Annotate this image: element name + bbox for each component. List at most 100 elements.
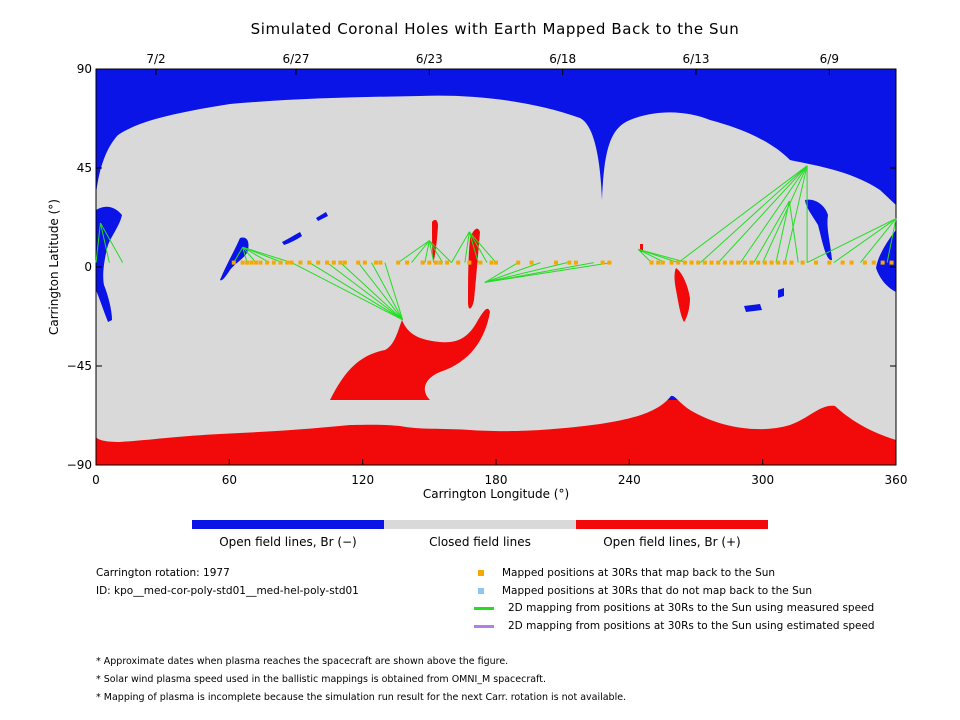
negative-coronal-hole-325 — [805, 199, 832, 261]
mapped-point — [271, 260, 276, 265]
field-line-layer — [95, 165, 897, 321]
date-tick-label: 6/27 — [283, 52, 310, 66]
mapped-point — [769, 260, 774, 265]
y-tick-label: 90 — [77, 62, 92, 76]
polarity-colorbar — [192, 520, 768, 529]
measured-line-icon — [474, 606, 494, 610]
mapped-point — [871, 260, 876, 265]
unmapped-square-icon — [478, 588, 484, 594]
field-line — [99, 222, 110, 263]
x-tick-label: 60 — [222, 473, 237, 487]
positive-coronal-hole-265 — [674, 268, 690, 322]
note-incomplete: * Mapping of plasma is incomplete becaus… — [96, 692, 627, 703]
mapped-point — [689, 260, 694, 265]
field-line — [464, 231, 470, 263]
mapped-point — [289, 260, 294, 265]
mapped-point — [231, 260, 236, 265]
mapped-point — [814, 260, 818, 265]
field-line — [468, 231, 479, 263]
field-line — [233, 246, 244, 263]
mapped-point — [378, 260, 383, 265]
colorbar-label-positive: Open field lines, Br (+) — [603, 535, 741, 549]
x-tick-label: 240 — [618, 473, 641, 487]
field-line — [484, 262, 612, 283]
mapped-point — [716, 260, 721, 265]
positive-coronal-hole-south — [330, 308, 490, 400]
mapped-point — [307, 260, 312, 265]
field-line — [833, 218, 897, 264]
mapped-point — [420, 260, 425, 265]
mapped-point — [265, 260, 270, 265]
x-tick-label: 360 — [885, 473, 908, 487]
mapped-point — [600, 260, 605, 265]
negative-coronal-hole-60 — [220, 237, 249, 281]
field-line — [357, 262, 404, 321]
mapped-point — [849, 260, 854, 265]
legend-estimated: 2D mapping from positions at 30Rs to the… — [474, 620, 875, 632]
x-tick-label: 0 — [92, 473, 100, 487]
field-line — [95, 222, 101, 263]
mapped-point — [722, 260, 727, 265]
mapped-point — [325, 260, 330, 265]
mapped-point — [554, 260, 558, 265]
mapped-point — [776, 260, 781, 265]
field-line — [242, 247, 248, 263]
field-line — [484, 262, 541, 283]
positive-coronal-hole-narrow — [468, 228, 480, 309]
field-line — [637, 249, 652, 263]
field-line — [100, 222, 124, 263]
mapped-point — [789, 260, 794, 265]
legend-measured-label: 2D mapping from positions at 30Rs to the… — [508, 602, 875, 614]
y-tick-label: 0 — [84, 260, 92, 274]
negative-coronal-hole-107 — [316, 212, 328, 221]
negative-coronal-hole-300 — [744, 288, 784, 312]
mapped-point — [240, 260, 245, 265]
field-line — [638, 248, 666, 264]
positive-coronal-hole-thin — [432, 219, 438, 260]
mapped-point — [254, 260, 258, 265]
x-tick-label: 180 — [485, 473, 508, 487]
field-line — [886, 218, 897, 263]
date-tick-label: 7/2 — [146, 52, 165, 66]
mapped-point — [889, 260, 894, 265]
mapped-point — [278, 260, 283, 265]
date-tick-label: 6/23 — [416, 52, 443, 66]
colorbar-label-negative: Open field lines, Br (−) — [219, 535, 357, 549]
field-line — [484, 262, 568, 283]
x-axis-label: Carrington Longitude (°) — [423, 487, 569, 501]
field-line — [326, 262, 403, 321]
field-line — [860, 218, 897, 263]
mapped-point — [742, 260, 747, 265]
date-tick-label: 6/13 — [683, 52, 710, 66]
mapped-point — [696, 260, 701, 265]
mapped-point — [669, 260, 674, 265]
field-line — [397, 240, 430, 264]
negative-coronal-hole-west — [96, 206, 122, 322]
mapped-point — [396, 260, 401, 265]
mapped-point — [574, 260, 578, 265]
mapped-point — [467, 260, 472, 265]
field-line — [717, 165, 808, 263]
mapped-point — [729, 260, 734, 265]
field-line — [762, 165, 808, 263]
mapped-point — [840, 260, 845, 265]
mapped-point — [356, 260, 361, 265]
mapped-point — [434, 260, 438, 265]
date-tick-label: 6/18 — [549, 52, 576, 66]
mapped-point — [331, 260, 336, 265]
mapped-points-layer — [231, 260, 894, 265]
legend-measured: 2D mapping from positions at 30Rs to the… — [474, 602, 874, 614]
colorbar-closed — [384, 520, 576, 529]
legend-estimated-label: 2D mapping from positions at 30Rs to the… — [508, 620, 875, 632]
x-tick-label: 300 — [751, 473, 774, 487]
mapped-square-icon — [478, 570, 484, 576]
mapped-point — [749, 260, 754, 265]
field-line — [638, 248, 688, 264]
field-line — [242, 246, 292, 264]
x-tick-label: 120 — [351, 473, 374, 487]
mapped-point — [709, 260, 714, 265]
field-line — [428, 240, 444, 263]
legend-unmapped: Mapped positions at 30Rs that do not map… — [474, 585, 812, 597]
mapped-point — [782, 260, 787, 265]
field-line — [340, 262, 404, 321]
